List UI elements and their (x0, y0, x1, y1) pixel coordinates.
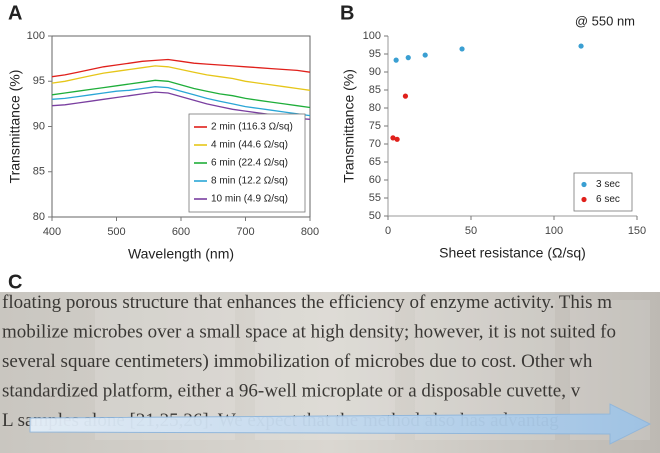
y-tick-label: 65 (369, 156, 381, 168)
point (390, 135, 396, 141)
y-tick-label: 90 (369, 66, 381, 78)
x-tick-label: 100 (545, 225, 563, 237)
series-line (51, 65, 311, 91)
y-tick-label: 80 (369, 102, 381, 114)
photo-text-line: several square centimeters) immobilizati… (2, 351, 593, 372)
y-tick-label: 85 (369, 84, 381, 96)
point (422, 52, 428, 58)
legend-label: 2 min (116.3 Ω/sq) (211, 122, 293, 133)
x-tick-label: 600 (172, 226, 190, 238)
legend-label: 3 sec (596, 179, 620, 190)
x-tick-label: 700 (236, 226, 254, 238)
y-tick-label: 50 (369, 210, 381, 222)
x-tick-label: 800 (301, 226, 319, 238)
x-tick-label: 50 (465, 225, 477, 237)
y-tick-label: 60 (369, 174, 381, 186)
legend-swatch (581, 181, 587, 188)
annotation: @ 550 nm (575, 13, 635, 28)
x-axis-label: Sheet resistance (Ω/sq) (439, 245, 586, 261)
point (402, 93, 409, 99)
series-line (51, 58, 311, 78)
panel-label: A (8, 2, 22, 24)
x-tick-label: 400 (43, 226, 61, 238)
legend-box (573, 172, 633, 212)
y-tick-label: 70 (369, 138, 381, 150)
y-tick-label: 100 (27, 30, 45, 42)
y-tick-label: 95 (33, 75, 45, 87)
legend-label: 10 min (4.9 Ω/sq) (211, 194, 288, 205)
legend-swatch (581, 196, 587, 203)
legend-box (188, 113, 306, 213)
y-tick-label: 90 (33, 120, 45, 132)
series-line (51, 79, 311, 109)
legend-label: 4 min (44.6 Ω/sq) (211, 140, 288, 151)
y-axis-label: Transmittance (%) (341, 69, 357, 183)
point (394, 136, 400, 142)
legend-label: 6 min (22.4 Ω/sq) (211, 158, 288, 169)
point (405, 55, 411, 61)
y-tick-label: 100 (363, 30, 381, 42)
y-tick-label: 80 (33, 211, 45, 223)
photo-text-line: floating porous structure that enhances … (2, 292, 612, 313)
point (578, 43, 584, 49)
y-tick-label: 85 (33, 166, 45, 178)
panel-label: B (340, 2, 354, 24)
x-tick-label: 150 (628, 225, 646, 237)
y-tick-label: 95 (369, 48, 381, 60)
photo-text-line: standardized platform, either a 96-well … (2, 381, 581, 402)
arrow (29, 403, 652, 445)
legend-label: 6 sec (596, 194, 620, 205)
legend-label: 8 min (12.2 Ω/sq) (211, 176, 288, 187)
y-axis-label: Transmittance (%) (7, 70, 23, 184)
y-tick-label: 75 (369, 120, 381, 132)
point (393, 57, 399, 63)
panel-label: C (8, 271, 22, 293)
point (459, 46, 465, 52)
photo-text-line: mobilize microbes over a small space at … (2, 322, 616, 343)
series-line (51, 86, 311, 117)
photo: floating porous structure that enhances … (0, 292, 660, 453)
x-tick-label: 500 (107, 226, 125, 238)
x-tick-label: 0 (385, 225, 391, 237)
x-axis-label: Wavelength (nm) (128, 246, 234, 262)
y-tick-label: 55 (369, 192, 381, 204)
